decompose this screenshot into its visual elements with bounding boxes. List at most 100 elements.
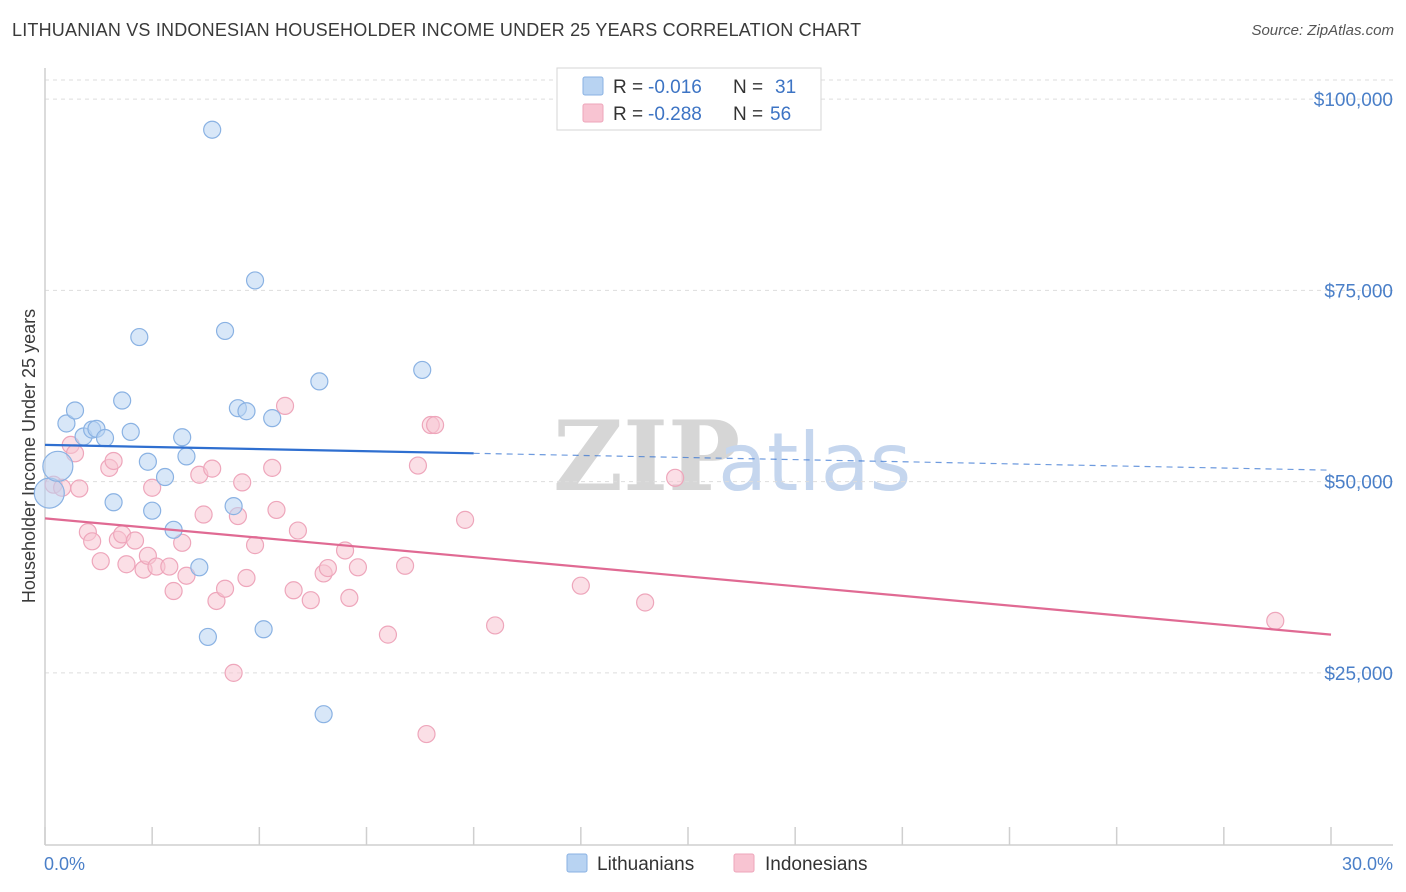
indonesians-point-19 bbox=[164, 581, 183, 601]
indonesians-point-4 bbox=[70, 479, 89, 498]
y-tick-label-1: $75,000 bbox=[1324, 281, 1393, 302]
indonesians-point-41 bbox=[340, 588, 359, 608]
lithuanians-point-19 bbox=[198, 627, 217, 647]
legend-n-label-1: N = bbox=[733, 77, 763, 98]
indonesians-point-52 bbox=[636, 593, 655, 612]
indonesians-point-51 bbox=[571, 576, 590, 595]
indonesians-point-36 bbox=[288, 521, 308, 540]
indonesians-point-33 bbox=[267, 500, 286, 520]
legend-n-value-2: 56 bbox=[770, 104, 791, 125]
trend-lines bbox=[44, 443, 1332, 636]
y-tick-label-3: $25,000 bbox=[1324, 664, 1393, 685]
indonesians-point-46 bbox=[417, 724, 436, 744]
indonesians-point-39 bbox=[318, 558, 338, 578]
lithuanians-point-20 bbox=[203, 120, 222, 139]
bottom-legend-swatch-lithuanians bbox=[566, 853, 588, 873]
lithuanians-point-27 bbox=[263, 409, 282, 428]
indonesians-point-30 bbox=[237, 568, 256, 588]
lithuanians-point-24 bbox=[237, 402, 256, 421]
indonesians-point-44 bbox=[395, 556, 415, 575]
lithuanians-point-3 bbox=[65, 401, 85, 420]
legend-n-label-2: N = bbox=[733, 104, 763, 125]
series-indonesians bbox=[44, 396, 1285, 744]
indonesians-point-45 bbox=[408, 456, 428, 475]
indonesians-point-37 bbox=[301, 591, 320, 610]
lithuanians-point-8 bbox=[104, 493, 123, 512]
legend-r-label-2: R = bbox=[613, 104, 643, 125]
indonesians-point-6 bbox=[83, 532, 102, 551]
x-tick-left: 0.0% bbox=[44, 854, 85, 874]
lithuanians-point-11 bbox=[130, 327, 149, 347]
legend-r-value-2: -0.288 bbox=[648, 104, 702, 125]
lithuanians-point-10 bbox=[121, 422, 140, 441]
indonesians-point-42 bbox=[348, 558, 368, 577]
lithuanians-point-0 bbox=[33, 477, 65, 509]
bottom-legend-indonesians: Indonesians bbox=[765, 854, 867, 875]
legend-r-value-1: -0.016 bbox=[648, 77, 702, 98]
indonesians-point-23 bbox=[194, 505, 213, 524]
indonesians-point-53 bbox=[666, 468, 685, 487]
y-axis-tick-labels: $100,000 $75,000 $50,000 $25,000 bbox=[1314, 90, 1393, 685]
indonesians-point-24 bbox=[203, 459, 222, 478]
legend-n-value-1: 31 bbox=[775, 77, 796, 98]
correlation-legend: R = -0.016 N = 31 R = -0.288 N = 56 bbox=[556, 67, 822, 131]
indonesians-point-50 bbox=[486, 616, 505, 635]
indonesians-point-18 bbox=[160, 557, 179, 576]
lithuanians-point-28 bbox=[310, 372, 329, 391]
lithuanians-point-17 bbox=[177, 447, 196, 466]
lithuanians-point-30 bbox=[413, 360, 432, 380]
indonesians-point-20 bbox=[173, 533, 192, 552]
y-tick-label-0: $100,000 bbox=[1314, 90, 1393, 111]
x-tick-right: 30.0% bbox=[1342, 854, 1393, 874]
indonesians-point-26 bbox=[215, 579, 235, 598]
legend-swatch-lithuanians bbox=[582, 76, 604, 96]
y-axis-label: Householder Income Under 25 years bbox=[19, 309, 39, 603]
series-lithuanians bbox=[33, 120, 432, 724]
legend-r-label-1: R = bbox=[613, 77, 643, 98]
indonesians-point-32 bbox=[263, 458, 282, 477]
indonesians-point-31 bbox=[245, 536, 265, 555]
indonesians-point-16 bbox=[143, 478, 162, 497]
y-tick-label-2: $50,000 bbox=[1324, 473, 1393, 494]
indonesians-point-27 bbox=[224, 663, 243, 682]
indonesians-trend bbox=[44, 517, 1332, 636]
lithuanians-point-26 bbox=[254, 620, 273, 639]
lithuanians-point-7 bbox=[95, 428, 115, 448]
lithuanians-point-13 bbox=[143, 501, 162, 520]
lithuanians-point-2 bbox=[57, 414, 76, 433]
lithuanians-point-22 bbox=[224, 497, 243, 516]
indonesians-point-48 bbox=[425, 415, 445, 435]
lithuanians-point-12 bbox=[138, 452, 157, 471]
indonesians-point-49 bbox=[455, 510, 475, 529]
lithuanians-point-14 bbox=[155, 467, 175, 487]
chart-title: LITHUANIAN VS INDONESIAN HOUSEHOLDER INC… bbox=[12, 20, 862, 40]
legend-swatch-indonesians bbox=[582, 103, 604, 123]
lithuanians-point-25 bbox=[245, 271, 265, 290]
bottom-legend-swatch-indonesians bbox=[733, 853, 755, 873]
x-axis-ticks bbox=[44, 827, 1332, 845]
indonesians-point-13 bbox=[125, 531, 145, 550]
lithuanians-trend-solid bbox=[44, 443, 474, 455]
indonesians-point-7 bbox=[91, 552, 110, 571]
lithuanians-point-18 bbox=[190, 558, 209, 577]
lithuanians-point-16 bbox=[173, 428, 192, 447]
indonesians-point-9 bbox=[104, 451, 123, 471]
indonesians-point-29 bbox=[233, 473, 252, 492]
watermark-atlas: atlas bbox=[718, 416, 911, 509]
axes bbox=[44, 68, 1393, 846]
lithuanians-point-29 bbox=[314, 705, 333, 724]
indonesians-point-43 bbox=[378, 625, 398, 644]
indonesians-point-12 bbox=[117, 555, 136, 574]
source-credit: Source: ZipAtlas.com bbox=[1251, 22, 1394, 39]
lithuanians-point-21 bbox=[215, 321, 235, 341]
watermark-zip: ZIP bbox=[553, 400, 740, 513]
indonesians-point-21 bbox=[177, 566, 196, 585]
lithuanians-point-1 bbox=[42, 450, 74, 482]
indonesians-point-54 bbox=[1266, 611, 1285, 630]
lithuanians-point-9 bbox=[113, 391, 132, 410]
bottom-legend-lithuanians: Lithuanians bbox=[597, 854, 694, 875]
indonesians-point-34 bbox=[275, 396, 295, 415]
indonesians-point-35 bbox=[284, 581, 303, 600]
series-legend: Lithuanians Indonesians bbox=[566, 853, 867, 875]
